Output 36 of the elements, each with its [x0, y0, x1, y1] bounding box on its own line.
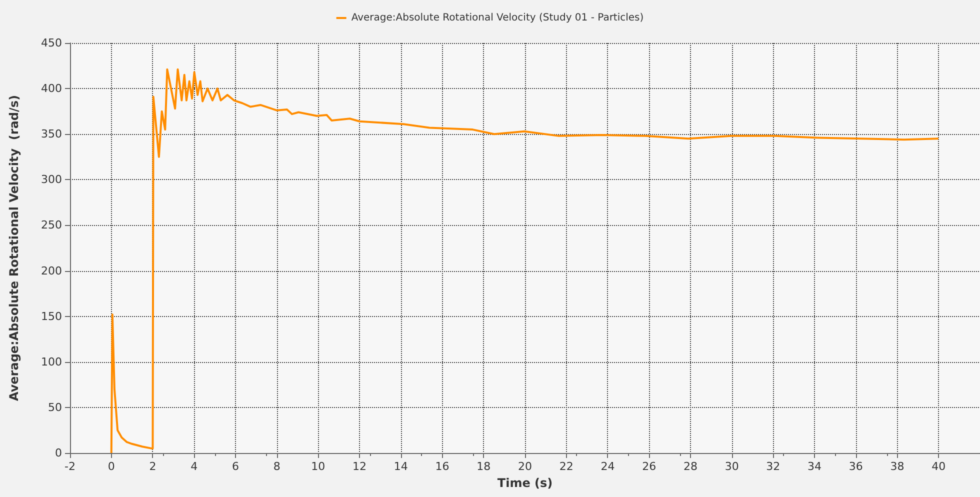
x-tick-label: 36 — [848, 460, 863, 473]
x-axis-title: Time (s) — [497, 476, 553, 490]
y-tick-label: 100 — [41, 355, 62, 368]
x-tick-label: 24 — [600, 460, 615, 473]
x-tick-label: 4 — [190, 460, 198, 473]
line-series — [110, 68, 940, 454]
x-tick-label: 18 — [476, 460, 491, 473]
y-tick-label: 200 — [41, 264, 62, 278]
y-tick-label: 150 — [41, 310, 62, 323]
x-tick-label: 28 — [683, 460, 698, 473]
y-axis-title: Average:Absolute Rotational Velocity (rad/s) — [7, 94, 21, 402]
x-tick-label: 30 — [724, 460, 739, 473]
x-tick-label: 38 — [890, 460, 904, 473]
x-tick-label: 22 — [559, 460, 574, 473]
y-tick-label: 450 — [41, 36, 62, 50]
y-tick-label: 250 — [41, 218, 62, 232]
x-tick-label: 6 — [232, 460, 239, 473]
y-tick-label: 300 — [41, 173, 62, 186]
x-tick-label: 16 — [435, 460, 450, 473]
y-tick-label: 50 — [48, 400, 62, 414]
y-tick-label: 350 — [41, 128, 62, 141]
x-tick-label: 14 — [394, 460, 408, 473]
x-tick-label: 12 — [352, 460, 367, 473]
y-tick-label: 400 — [41, 82, 62, 96]
x-tick-label: 26 — [642, 460, 656, 473]
x-tick-label: 32 — [766, 460, 780, 473]
y-tick-label: 0 — [55, 446, 62, 460]
x-tick-label: 8 — [273, 460, 280, 473]
legend-label: Average:Absolute Rotational Velocity (Study 01 - Particles) — [351, 12, 644, 24]
x-tick-label: 34 — [808, 460, 822, 473]
x-tick-label: 10 — [311, 460, 326, 473]
x-tick-label: 40 — [932, 460, 946, 473]
x-tick-label: 0 — [108, 460, 115, 473]
x-tick-label: -2 — [64, 460, 76, 473]
x-tick-label: 2 — [149, 460, 156, 473]
x-tick-label: 20 — [518, 460, 532, 473]
